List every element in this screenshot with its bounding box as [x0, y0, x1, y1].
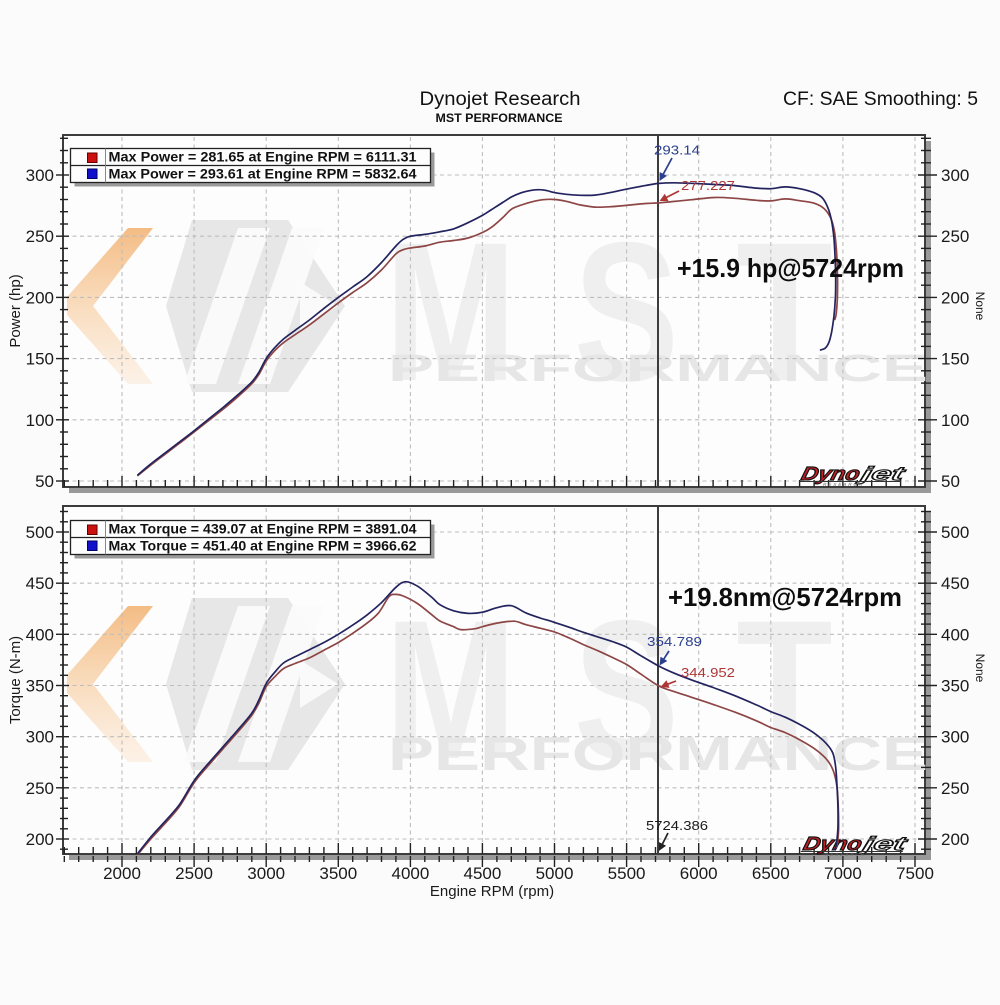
svg-text:MST PERFORMANCE: MST PERFORMANCE [436, 111, 563, 125]
svg-text:MST: MST [385, 201, 890, 422]
svg-text:Torque (N-m): Torque (N-m) [7, 636, 24, 724]
svg-text:Max Torque = 439.07 at Engine: Max Torque = 439.07 at Engine RPM = 3891… [109, 522, 417, 537]
svg-text:300: 300 [941, 728, 969, 747]
svg-text:400: 400 [26, 625, 54, 644]
svg-text:200: 200 [941, 288, 969, 307]
svg-text:500: 500 [941, 523, 969, 542]
svg-text:200: 200 [26, 288, 54, 307]
svg-text:jet: jet [855, 834, 911, 855]
svg-text:4500: 4500 [463, 864, 501, 883]
svg-text:300: 300 [26, 728, 54, 747]
svg-text:300: 300 [941, 166, 969, 185]
svg-text:277.227: 277.227 [681, 178, 735, 193]
svg-text:RESEARCH: RESEARCH [825, 852, 867, 857]
svg-text:450: 450 [26, 574, 54, 593]
svg-text:50: 50 [941, 472, 960, 491]
svg-text:Max Power = 281.65 at Engine R: Max Power = 281.65 at Engine RPM = 6111.… [109, 150, 418, 165]
svg-text:250: 250 [941, 227, 969, 246]
svg-text:RESEARCH: RESEARCH [823, 482, 865, 487]
svg-text:100: 100 [941, 411, 969, 430]
svg-text:250: 250 [26, 779, 54, 798]
svg-text:150: 150 [26, 350, 54, 369]
svg-text:7000: 7000 [824, 864, 862, 883]
svg-text:3500: 3500 [319, 864, 357, 883]
svg-text:150: 150 [941, 350, 969, 369]
svg-text:Max Torque = 451.40 at Engine: Max Torque = 451.40 at Engine RPM = 3966… [109, 539, 417, 554]
svg-text:None: None [973, 292, 987, 321]
svg-text:2000: 2000 [103, 864, 141, 883]
svg-text:2500: 2500 [175, 864, 213, 883]
svg-text:350: 350 [26, 677, 54, 696]
svg-text:+15.9 hp@5724rpm: +15.9 hp@5724rpm [677, 253, 904, 283]
svg-text:300: 300 [26, 166, 54, 185]
svg-text:CF: SAE Smoothing: 5: CF: SAE Smoothing: 5 [783, 89, 978, 110]
svg-text:250: 250 [941, 779, 969, 798]
svg-text:4000: 4000 [391, 864, 429, 883]
svg-text:200: 200 [941, 830, 969, 849]
svg-text:354.789: 354.789 [647, 634, 702, 649]
svg-text:5500: 5500 [608, 864, 646, 883]
svg-text:Dyno: Dyno [801, 834, 864, 855]
svg-text:6500: 6500 [752, 864, 790, 883]
svg-text:450: 450 [941, 574, 969, 593]
svg-text:jet: jet [853, 464, 909, 485]
svg-text:500: 500 [26, 523, 54, 542]
svg-text:Dynojet Research: Dynojet Research [420, 89, 581, 110]
svg-text:3000: 3000 [247, 864, 285, 883]
svg-text:6000: 6000 [680, 864, 718, 883]
svg-text:Dyno: Dyno [799, 464, 862, 485]
svg-text:400: 400 [941, 625, 969, 644]
svg-text:100: 100 [26, 411, 54, 430]
svg-text:293.14: 293.14 [654, 143, 700, 158]
svg-text:Engine RPM (rpm): Engine RPM (rpm) [430, 883, 554, 900]
svg-text:+19.8nm@5724rpm: +19.8nm@5724rpm [668, 582, 902, 612]
svg-text:350: 350 [941, 677, 969, 696]
svg-text:5000: 5000 [536, 864, 574, 883]
svg-text:MST: MST [385, 579, 890, 800]
svg-text:7500: 7500 [896, 864, 934, 883]
svg-text:None: None [973, 654, 987, 683]
svg-text:Max Power = 293.61 at Engine R: Max Power = 293.61 at Engine RPM = 5832.… [109, 167, 418, 182]
svg-text:344.952: 344.952 [681, 665, 735, 680]
svg-text:5724.386: 5724.386 [646, 818, 708, 833]
svg-text:200: 200 [26, 830, 54, 849]
svg-text:Power (hp): Power (hp) [7, 274, 24, 347]
svg-text:250: 250 [26, 227, 54, 246]
svg-text:50: 50 [35, 472, 54, 491]
